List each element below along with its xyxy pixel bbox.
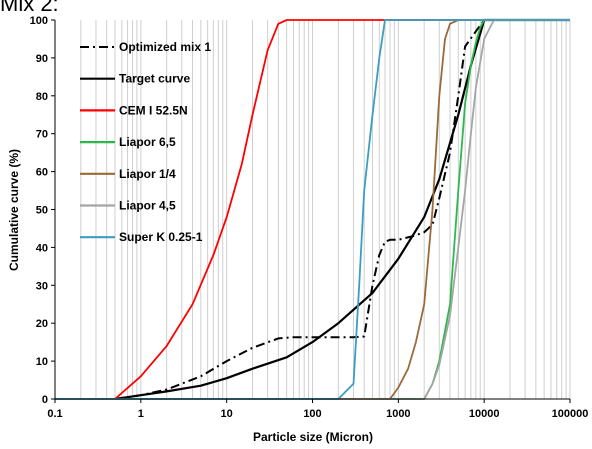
y-tick-label: 30 (36, 280, 48, 292)
gridlines (54, 20, 571, 399)
y-axis-title: Cumulative curve (%) (7, 149, 21, 271)
series-line (114, 19, 570, 400)
x-tick-label: 1000 (386, 408, 410, 420)
x-tick-label: 100 (303, 408, 321, 420)
legend-label: CEM I 52.5N (119, 103, 188, 117)
series-line (55, 19, 570, 400)
y-tick-label: 90 (36, 53, 48, 65)
series-line (55, 19, 570, 400)
legend-label: Liapor 6,5 (119, 135, 176, 149)
series-line (114, 18, 570, 401)
series-lines (55, 18, 570, 401)
y-tick-label: 100 (30, 15, 48, 27)
legend-label: Liapor 1/4 (119, 167, 176, 181)
tick-labels: 0 10 20 30 40 50 60 70 80 90 100 0.1 1 10 100 1000 10000… (30, 15, 589, 420)
y-tick-label: 70 (36, 129, 48, 141)
x-tick-label: 1 (138, 408, 144, 420)
chart-top-caption: Mix 2: (0, 0, 59, 16)
legend-label: Super K 0.25-1 (119, 230, 203, 244)
x-tick-label: 10000 (469, 408, 500, 420)
y-tick-label: 50 (36, 205, 48, 217)
y-tick-label: 10 (36, 356, 48, 368)
series-line (55, 19, 570, 400)
legend-label: Target curve (119, 72, 190, 86)
series-line (55, 19, 570, 400)
y-tick-label: 20 (36, 318, 48, 330)
legend: Optimized mix 1 Target curve CEM I 52.5N Li… (80, 40, 211, 244)
y-tick-label: 0 (42, 394, 48, 406)
y-tick-label: 40 (36, 242, 48, 254)
legend-label: Liapor 4,5 (119, 199, 176, 213)
y-tick-label: 80 (36, 91, 48, 103)
y-tick-label: 60 (36, 167, 48, 179)
x-tick-label: 100000 (552, 408, 589, 420)
x-axis-title: Particle size (Micron) (253, 430, 373, 444)
x-tick-label: 0.1 (47, 408, 62, 420)
legend-label: Optimized mix 1 (119, 40, 211, 54)
axes (51, 19, 571, 403)
x-tick-label: 10 (221, 408, 233, 420)
